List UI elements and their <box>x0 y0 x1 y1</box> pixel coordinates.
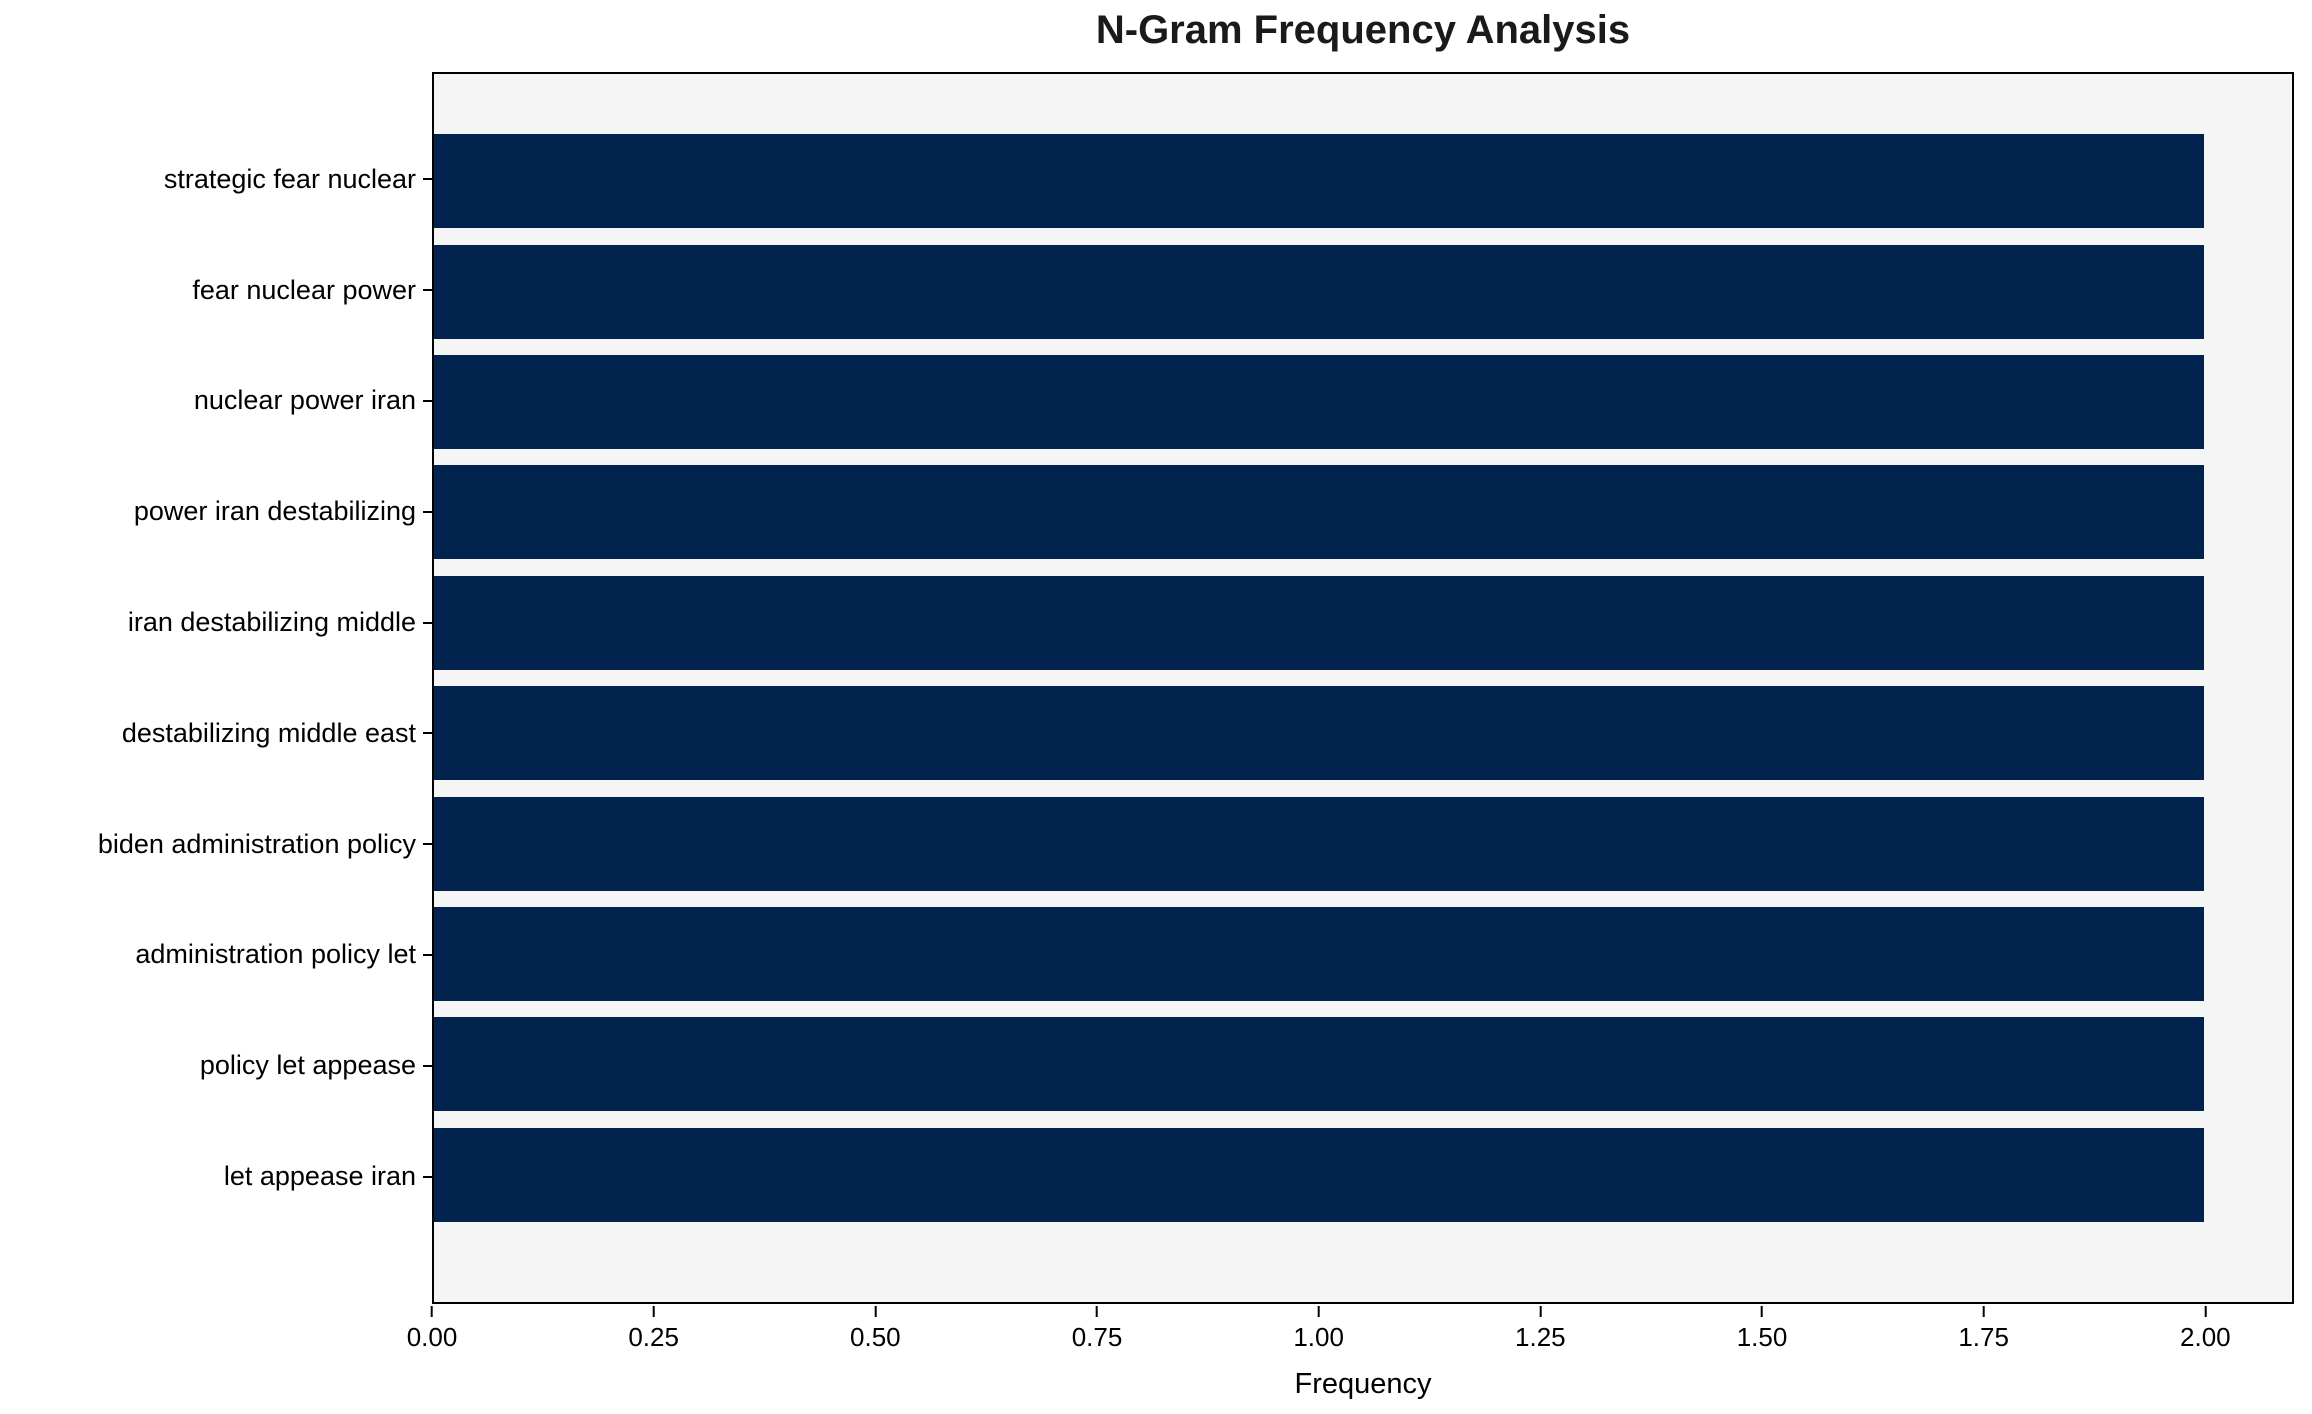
y-tick-mark <box>423 953 432 956</box>
y-tick-label: biden administration policy <box>97 828 416 859</box>
x-tick-label: 0.75 <box>1071 1322 1123 1352</box>
bars-container <box>434 74 2292 1302</box>
x-tick-mark <box>1095 1306 1098 1317</box>
y-axis: strategic fear nuclear fear nuclear power… <box>0 72 432 1304</box>
y-tick-label: power iran destabilizing <box>133 496 416 527</box>
bar-row <box>434 347 2292 457</box>
x-tick-label: 1.00 <box>1293 1322 1344 1352</box>
x-tick-label: 2.00 <box>2180 1322 2231 1352</box>
y-tick-row: let appease iran <box>0 1121 432 1232</box>
y-tick-label: policy let appease <box>199 1050 416 1081</box>
bar <box>434 134 2204 229</box>
y-tick-mark <box>423 399 432 402</box>
y-tick-row: biden administration policy <box>0 789 432 900</box>
x-tick: 1.50 <box>1736 1306 1788 1353</box>
x-tick-mark <box>1317 1306 1320 1317</box>
x-tick: 0.75 <box>1071 1306 1123 1353</box>
y-tick-row: iran destabilizing middle <box>0 567 432 678</box>
x-tick: 1.25 <box>1515 1306 1566 1353</box>
y-tick-row: fear nuclear power <box>0 235 432 346</box>
bar <box>434 1127 2204 1222</box>
x-tick-mark <box>1539 1306 1542 1317</box>
x-tick-mark <box>430 1306 433 1317</box>
chart-title: N-Gram Frequency Analysis <box>1095 8 1631 52</box>
x-tick: 0.00 <box>406 1306 458 1353</box>
bar-row <box>434 899 2292 1009</box>
x-tick-mark <box>874 1306 877 1317</box>
x-tick-label: 0.00 <box>406 1322 458 1352</box>
bar <box>434 686 2204 781</box>
bar-row <box>434 788 2292 898</box>
y-tick-mark <box>423 178 432 181</box>
bar <box>434 355 2204 450</box>
x-axis: 0.00 0.25 0.50 0.75 1.00 1.25 1.50 1.75 2.00 <box>407 1306 2294 1376</box>
bar-row <box>434 678 2292 788</box>
bar-row <box>434 126 2292 236</box>
x-tick-mark <box>2204 1306 2207 1317</box>
y-tick-label: administration policy let <box>135 939 416 970</box>
x-axis-label: Frequency <box>1294 1368 1432 1400</box>
y-tick-row: destabilizing middle east <box>0 678 432 789</box>
bar-row <box>434 236 2292 346</box>
bar-row <box>434 568 2292 678</box>
y-tick-label: nuclear power iran <box>193 385 416 416</box>
bar <box>434 907 2204 1002</box>
y-tick-mark <box>423 843 432 846</box>
y-tick-mark <box>423 289 432 292</box>
y-tick-label: iran destabilizing middle <box>127 607 416 638</box>
x-tick-label: 0.25 <box>628 1322 679 1352</box>
y-tick-mark <box>423 621 432 624</box>
y-tick-mark <box>423 732 432 735</box>
x-tick: 0.25 <box>628 1306 679 1353</box>
bar <box>434 465 2204 560</box>
y-tick-row: nuclear power iran <box>0 346 432 457</box>
x-tick-label: 1.25 <box>1515 1322 1566 1352</box>
plot-area <box>432 72 2294 1304</box>
bar-row <box>434 1009 2292 1119</box>
y-tick-label: strategic fear nuclear <box>163 163 416 194</box>
x-tick: 1.00 <box>1293 1306 1344 1353</box>
y-tick-label: let appease iran <box>223 1161 416 1192</box>
bar <box>434 575 2204 670</box>
bar <box>434 1017 2204 1112</box>
y-tick-mark <box>423 1175 432 1178</box>
x-tick: 2.00 <box>2180 1306 2231 1353</box>
x-tick-mark <box>1760 1306 1763 1317</box>
bar <box>434 796 2204 891</box>
x-tick: 1.75 <box>1958 1306 2009 1353</box>
y-tick-row: policy let appease <box>0 1010 432 1121</box>
y-tick-row: administration policy let <box>0 900 432 1011</box>
y-tick-mark <box>423 1064 432 1067</box>
x-tick-label: 1.50 <box>1736 1322 1788 1352</box>
x-tick: 0.50 <box>850 1306 901 1353</box>
y-tick-label: fear nuclear power <box>192 274 416 305</box>
bar <box>434 244 2204 339</box>
x-tick-mark <box>652 1306 655 1317</box>
x-tick-mark <box>1982 1306 1985 1317</box>
y-tick-row: strategic fear nuclear <box>0 124 432 235</box>
y-tick-mark <box>423 510 432 513</box>
y-tick-label: destabilizing middle east <box>121 717 416 748</box>
y-tick-row: power iran destabilizing <box>0 456 432 567</box>
bar-row <box>434 457 2292 567</box>
x-tick-label: 1.75 <box>1958 1322 2009 1352</box>
x-tick-label: 0.50 <box>850 1322 901 1352</box>
bar-row <box>434 1120 2292 1230</box>
